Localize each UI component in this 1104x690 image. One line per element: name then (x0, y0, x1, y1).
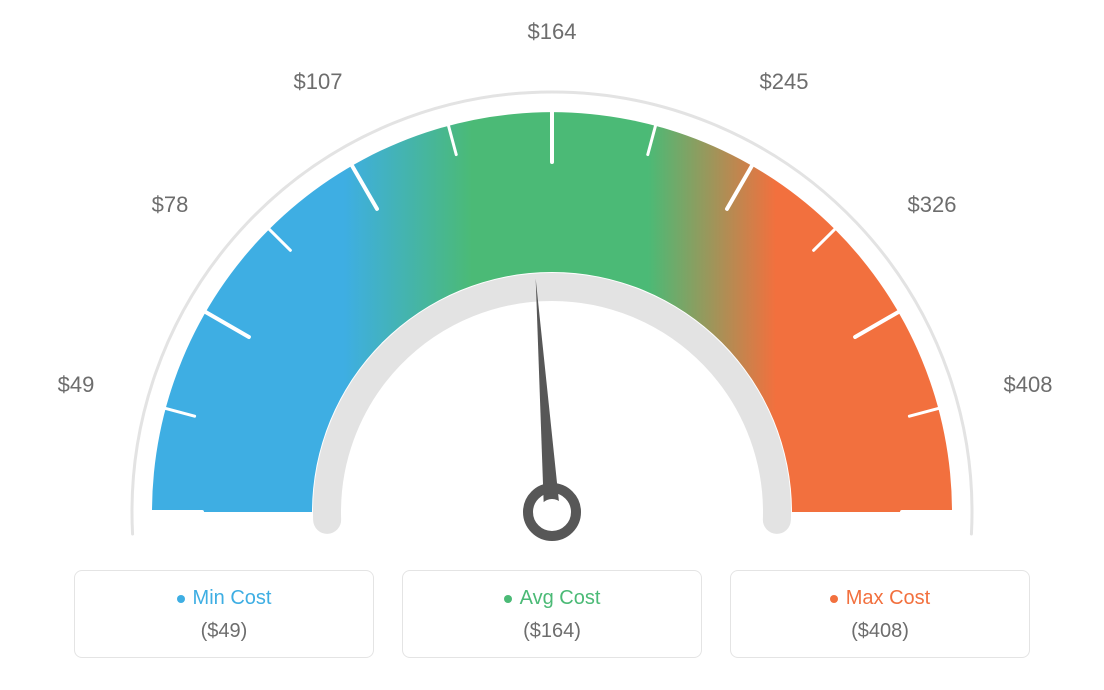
gauge-tick-label: $326 (908, 192, 957, 218)
legend-card-max: Max Cost ($408) (730, 570, 1030, 658)
gauge-tick-label: $78 (152, 192, 189, 218)
legend-value-max: ($408) (741, 620, 1019, 643)
legend-title-avg: Avg Cost (504, 587, 601, 610)
legend-dot-max (830, 595, 838, 603)
legend-label-avg: Avg Cost (520, 587, 601, 610)
legend-value-avg: ($164) (413, 620, 691, 643)
legend-title-max: Max Cost (830, 587, 930, 610)
gauge-svg (0, 0, 1104, 560)
gauge-tick-label: $408 (1004, 372, 1053, 398)
gauge-tick-label: $107 (294, 69, 343, 95)
legend-dot-avg (504, 595, 512, 603)
legend-value-min: ($49) (85, 620, 363, 643)
gauge-tick-label: $49 (58, 372, 95, 398)
legend-dot-min (177, 595, 185, 603)
legend-card-min: Min Cost ($49) (74, 570, 374, 658)
legend-title-min: Min Cost (177, 587, 272, 610)
legend-label-max: Max Cost (846, 587, 930, 610)
gauge-tick-label: $245 (760, 69, 809, 95)
gauge-tick-label: $164 (528, 19, 577, 45)
gauge-chart: $49 $78 $107 $164 $245 $326 $408 (0, 0, 1104, 560)
legend-row: Min Cost ($49) Avg Cost ($164) Max Cost … (0, 570, 1104, 658)
legend-card-avg: Avg Cost ($164) (402, 570, 702, 658)
legend-label-min: Min Cost (193, 587, 272, 610)
